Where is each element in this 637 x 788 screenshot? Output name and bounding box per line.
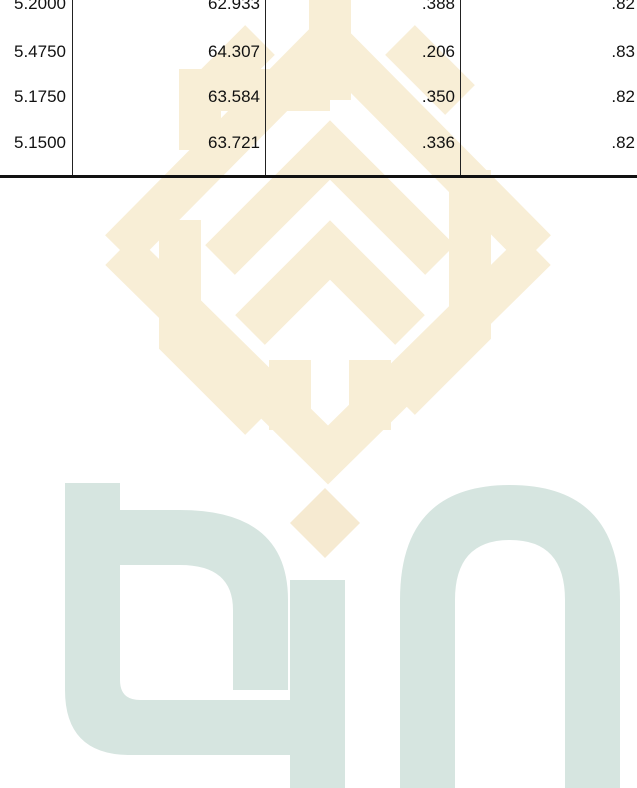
table-cell: 64.307 — [208, 42, 260, 62]
table-bottom-rule — [0, 175, 637, 178]
table-cell: 63.721 — [208, 133, 260, 153]
table-cell: 5.4750 — [14, 42, 66, 62]
table-cell: .83 — [611, 42, 635, 62]
table-cell: .336 — [422, 133, 455, 153]
table-cell: 5.1500 — [14, 133, 66, 153]
table-cell: .388 — [422, 0, 455, 14]
table-cell: .350 — [422, 87, 455, 107]
column-divider — [265, 0, 266, 176]
table: 5.2000 62.933 .388 .82 5.4750 64.307 .206 .83 5.… — [0, 0, 637, 180]
table-cell: 62.933 — [208, 0, 260, 14]
table-cell: .82 — [611, 0, 635, 14]
table-cell: .206 — [422, 42, 455, 62]
table-cell: .82 — [611, 133, 635, 153]
table-cell: 5.1750 — [14, 87, 66, 107]
column-divider — [72, 0, 73, 176]
diamond — [290, 488, 360, 558]
table-cell: 63.584 — [208, 87, 260, 107]
table-cell: 5.2000 — [14, 0, 66, 14]
table-cell: .82 — [611, 87, 635, 107]
column-divider — [460, 0, 461, 176]
page: {"table": {"rows": [ ["5.2000", "62.933"… — [0, 0, 637, 788]
